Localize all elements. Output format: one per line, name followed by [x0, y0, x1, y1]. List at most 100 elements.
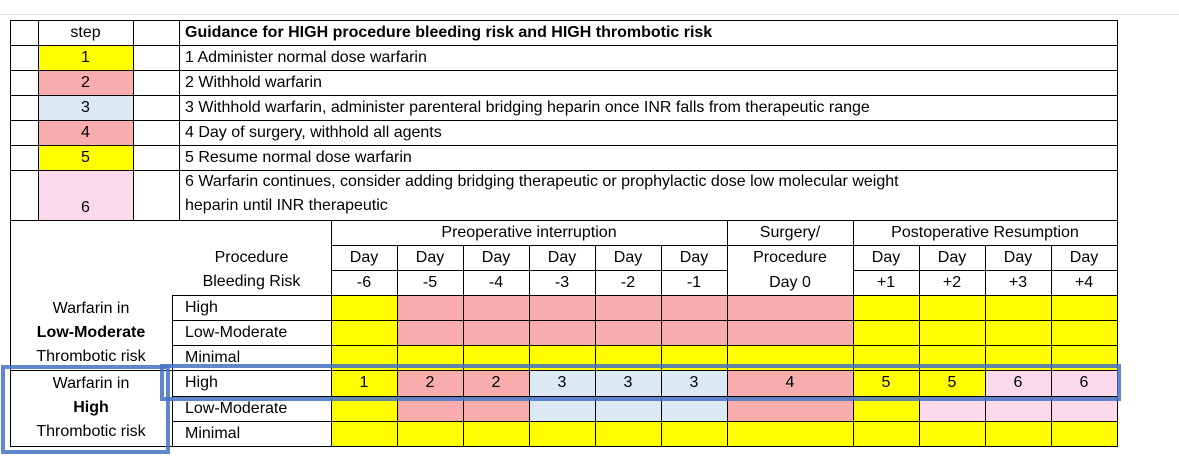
- day-header-label: Day: [679, 248, 709, 266]
- schedule-cell: [595, 295, 661, 320]
- schedule-cell: [661, 295, 727, 320]
- schedule-header-line: [331, 270, 397, 271]
- day-header-value: -6: [356, 273, 372, 291]
- schedule-row-line: [172, 320, 1118, 321]
- step-number-5: 5: [38, 145, 133, 170]
- schedule-cell: [727, 320, 853, 345]
- schedule-cell: [397, 421, 463, 446]
- top-divider: [0, 14, 1179, 15]
- schedule-cell: [853, 320, 919, 345]
- schedule-cell: [661, 421, 727, 446]
- bleeding-risk-low-moderate: Low-Moderate: [185, 323, 288, 341]
- schedule-cell: [985, 421, 1051, 446]
- schedule-cell: [919, 396, 985, 421]
- step-description-3: 3 Withhold warfarin, administer parenter…: [185, 98, 870, 116]
- schedule-cell: [853, 345, 919, 370]
- schedule-bottom-line: [10, 446, 1118, 447]
- schedule-cell: [463, 396, 529, 421]
- schedule-cell: [529, 295, 595, 320]
- schedule-cell: [853, 421, 919, 446]
- schedule-step-cell: 6: [985, 370, 1051, 396]
- section-label-line: Thrombotic risk: [36, 347, 146, 365]
- schedule-header-line: [172, 295, 1118, 296]
- schedule-cell: [1051, 396, 1117, 421]
- legend-col-line: [133, 20, 134, 221]
- day-header-label: Day: [547, 248, 577, 266]
- schedule-col-line: [1051, 245, 1052, 447]
- schedule-step-cell: 6: [1051, 370, 1117, 396]
- procedure-bleeding-risk-header: Procedure Bleeding Risk: [172, 245, 331, 295]
- day-header-value: +4: [1074, 273, 1094, 291]
- schedule-cell: [595, 421, 661, 446]
- bleeding-risk-high: High: [185, 374, 218, 391]
- schedule-cell: [727, 345, 853, 370]
- day-header-label: Day: [613, 248, 643, 266]
- day-header-label: Day: [871, 248, 901, 266]
- schedule-col-line: [727, 220, 728, 447]
- schedule-cell: [985, 396, 1051, 421]
- day-header-value: -1: [686, 273, 702, 291]
- day-header-label: Day: [1069, 248, 1099, 266]
- day-header-value: -3: [554, 273, 570, 291]
- step-number-1: 1: [38, 45, 133, 70]
- schedule-col-line: [529, 245, 530, 447]
- legend-col-line: [179, 20, 180, 221]
- schedule-col-line: [595, 245, 596, 447]
- schedule-col-line: [331, 220, 332, 447]
- step-number-3: 3: [38, 95, 133, 120]
- day-header-label: Day: [937, 248, 967, 266]
- procedure-header-line: Bleeding Risk: [202, 273, 301, 290]
- schedule-cell: [661, 396, 727, 421]
- legend-row-line: [10, 70, 1118, 71]
- schedule-right-line: [1117, 220, 1118, 447]
- day-header-label: Procedure: [753, 248, 827, 266]
- schedule-cell: [331, 345, 397, 370]
- step-number-6: 6: [38, 170, 133, 220]
- legend-right-line: [1117, 20, 1118, 221]
- step-description-6: 6 Warfarin continues, consider adding br…: [179, 170, 1117, 220]
- schedule-cell: [397, 396, 463, 421]
- legend-row-line: [10, 170, 1118, 171]
- step-header: step: [70, 23, 101, 41]
- schedule-step-cell: 5: [919, 370, 985, 396]
- schedule-step-cell: 3: [595, 370, 661, 396]
- schedule-step-cell: 5: [853, 370, 919, 396]
- legend-row-line: [10, 120, 1118, 121]
- schedule-step-cell: 4: [727, 370, 853, 396]
- schedule-cell: [397, 295, 463, 320]
- group-preoperative: Preoperative interruption: [441, 223, 617, 241]
- step-description-line: 6 Warfarin continues, consider adding br…: [185, 173, 899, 190]
- section-divider-line: [10, 370, 173, 371]
- section-label-low-moderate: Warfarin in Low-Moderate Thrombotic risk: [10, 295, 172, 370]
- step-description-5: 5 Resume normal dose warfarin: [185, 148, 412, 166]
- schedule-cell: [919, 345, 985, 370]
- section-label-line: High: [73, 399, 109, 416]
- day-header-label: Day: [1003, 248, 1033, 266]
- day-header-value: -4: [488, 273, 504, 291]
- schedule-step-cell: 3: [529, 370, 595, 396]
- schedule-cell: [529, 421, 595, 446]
- procedure-header-line: Procedure: [214, 249, 289, 266]
- schedule-col-line: [985, 245, 986, 447]
- step-description-4: 4 Day of surgery, withhold all agents: [185, 123, 442, 141]
- day-header-value: +1: [876, 273, 896, 291]
- schedule-col-line: [172, 295, 173, 447]
- schedule-step-cell: 2: [397, 370, 463, 396]
- step-description-line: heparin until INR therapeutic: [185, 197, 388, 214]
- schedule-cell: [1051, 320, 1117, 345]
- schedule-cell: [985, 345, 1051, 370]
- step-description-2: 2 Withhold warfarin: [185, 73, 322, 91]
- schedule-row-line: [172, 421, 1118, 422]
- section-label-line: Warfarin in: [52, 375, 130, 392]
- schedule-cell: [595, 345, 661, 370]
- legend-row-line: [10, 145, 1118, 146]
- step-description-1: 1 Administer normal dose warfarin: [185, 48, 427, 66]
- day-header-label: Day: [415, 248, 445, 266]
- schedule-cell: [595, 396, 661, 421]
- legend-col-line: [10, 20, 11, 221]
- schedule-col-line: [853, 220, 854, 447]
- bleeding-risk-low-moderate: Low-Moderate: [185, 399, 288, 417]
- step-number-4: 4: [38, 120, 133, 145]
- schedule-step-cell: 2: [463, 370, 529, 396]
- schedule-left-line: [10, 220, 11, 447]
